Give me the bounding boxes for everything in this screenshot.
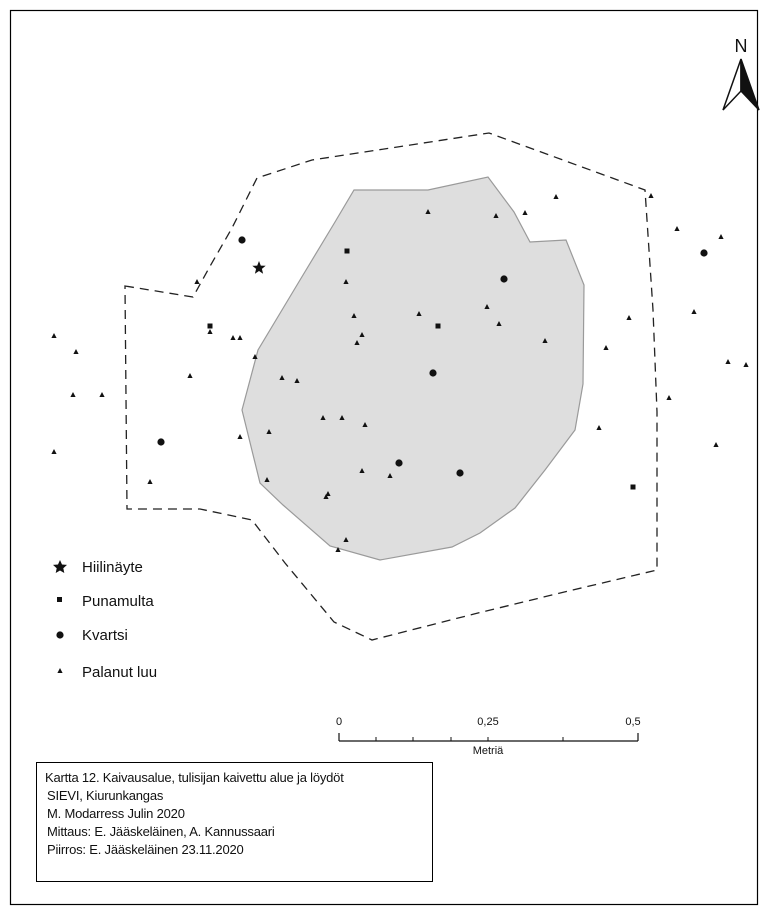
scale-unit-label: Metriä	[473, 745, 504, 757]
square-icon	[57, 597, 62, 602]
burnt-bone-marker	[51, 449, 57, 454]
map-caption-box: Kartta 12. Kaivausalue, tulisijan kaivet…	[36, 762, 433, 882]
burnt-bone-marker	[596, 425, 602, 430]
burnt-bone-marker	[147, 479, 153, 484]
burnt-bone-marker	[343, 537, 349, 542]
quartz-marker	[500, 275, 508, 283]
caption-excavator: M. Modarress Julin 2020	[47, 806, 185, 821]
caption-survey: Mittaus: E. Jääskeläinen, A. Kannussaari	[47, 824, 275, 839]
burnt-bone-marker	[425, 209, 431, 214]
legend-label-bone: Palanut luu	[82, 664, 157, 681]
quartz-marker	[456, 469, 464, 477]
burnt-bone-marker	[354, 340, 360, 345]
burnt-bone-marker	[626, 315, 632, 320]
red-ochre-marker	[435, 323, 441, 329]
burnt-bone-marker	[351, 313, 357, 318]
burnt-bone-marker	[674, 226, 680, 231]
excavation-area-boundary	[124, 132, 658, 641]
burnt-bone-marker	[691, 309, 697, 314]
burnt-bone-marker	[339, 415, 345, 420]
hearth-excavated-area	[241, 176, 585, 561]
burnt-bone-marker	[713, 442, 719, 447]
burnt-bone-marker	[666, 395, 672, 400]
burnt-bone-marker	[359, 468, 365, 473]
scale-bar: 0 0,25 0,5 Metriä	[336, 716, 641, 757]
north-label: N	[735, 36, 748, 56]
burnt-bone-marker	[725, 359, 731, 364]
caption-site: SIEVI, Kiurunkangas	[47, 788, 164, 803]
burnt-bone-marker	[279, 375, 285, 380]
burnt-bone-marker	[73, 349, 79, 354]
scale-tick-label-0: 0	[336, 716, 342, 728]
red-ochre-marker	[344, 248, 350, 254]
burnt-bone-marker	[359, 332, 365, 337]
legend-label-ochre: Punamulta	[82, 593, 154, 610]
burnt-bone-marker	[603, 345, 609, 350]
burnt-bone-marker	[343, 279, 349, 284]
circle-icon	[56, 631, 64, 639]
legend-label-charcoal: Hiilinäyte	[82, 559, 143, 576]
burnt-bone-marker	[187, 373, 193, 378]
burnt-bone-marker	[294, 378, 300, 383]
legend-label-quartz: Kvartsi	[82, 627, 128, 644]
red-ochre-marker	[207, 323, 213, 329]
burnt-bone-marker	[207, 329, 213, 334]
triangle-icon	[57, 668, 63, 673]
burnt-bone-marker	[252, 354, 258, 359]
quartz-marker	[429, 369, 437, 377]
burnt-bone-marker	[648, 193, 654, 198]
burnt-bone-marker	[194, 279, 200, 284]
red-ochre-marker	[630, 484, 636, 490]
burnt-bone-marker	[493, 213, 499, 218]
burnt-bone-marker	[743, 362, 749, 367]
burnt-bone-marker	[266, 429, 272, 434]
burnt-bone-marker	[323, 494, 329, 499]
burnt-bone-marker	[237, 335, 243, 340]
charcoal-sample-marker	[252, 261, 266, 274]
quartz-marker	[395, 459, 403, 467]
burnt-bone-marker	[230, 335, 236, 340]
burnt-bone-marker	[387, 473, 393, 478]
burnt-bone-marker	[362, 422, 368, 427]
scale-tick-label-05: 0,5	[625, 716, 640, 728]
finds-layer	[51, 193, 749, 552]
burnt-bone-marker	[264, 477, 270, 482]
burnt-bone-marker	[496, 321, 502, 326]
burnt-bone-marker	[484, 304, 490, 309]
quartz-marker	[238, 236, 246, 244]
burnt-bone-marker	[325, 491, 331, 496]
quartz-marker	[700, 249, 708, 257]
burnt-bone-marker	[522, 210, 528, 215]
burnt-bone-marker	[70, 392, 76, 397]
scale-tick-label-025: 0,25	[477, 716, 498, 728]
caption-title: Kartta 12. Kaivausalue, tulisijan kaivet…	[45, 770, 344, 785]
star-icon	[53, 560, 67, 573]
burnt-bone-marker	[320, 415, 326, 420]
caption-drawing: Piirros: E. Jääskeläinen 23.11.2020	[47, 842, 244, 857]
burnt-bone-marker	[335, 547, 341, 552]
burnt-bone-marker	[237, 434, 243, 439]
north-arrow-icon	[722, 58, 760, 111]
legend: Hiilinäyte Punamulta Kvartsi Palanut luu	[53, 559, 157, 681]
burnt-bone-marker	[718, 234, 724, 239]
burnt-bone-marker	[553, 194, 559, 199]
burnt-bone-marker	[99, 392, 105, 397]
burnt-bone-marker	[51, 333, 57, 338]
burnt-bone-marker	[542, 338, 548, 343]
burnt-bone-marker	[416, 311, 422, 316]
quartz-marker	[157, 438, 165, 446]
